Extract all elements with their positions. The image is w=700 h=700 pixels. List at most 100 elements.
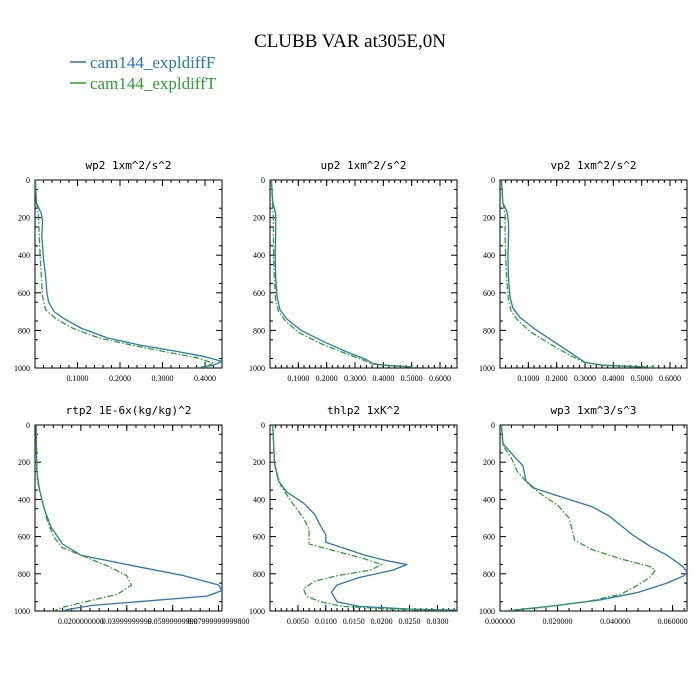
y-tick-label: 800 — [18, 326, 30, 335]
y-tick-label: 1000 — [249, 364, 265, 373]
y-tick-label: 200 — [253, 458, 265, 467]
x-tick-label: 0.0150 — [343, 617, 365, 626]
series-line-expldiffF — [35, 180, 222, 368]
y-tick-label: 200 — [483, 458, 495, 467]
y-tick-label: 800 — [18, 570, 30, 579]
y-tick-label: 1000 — [479, 607, 495, 616]
y-tick-label: 0 — [26, 421, 30, 430]
series-line-expldiffT — [272, 425, 449, 611]
x-tick-label: 0.1000 — [517, 374, 539, 383]
x-tick-label: 0.3000 — [344, 374, 366, 383]
y-tick-label: 800 — [483, 570, 495, 579]
y-tick-label: 600 — [483, 533, 495, 542]
y-tick-label: 0 — [261, 176, 265, 185]
figure-title: CLUBB VAR at305E,0N — [254, 31, 446, 52]
x-tick-label: 0.1000 — [287, 374, 309, 383]
x-tick-label: 0.05999999999 — [148, 617, 198, 626]
panel-title: wp2 1xm^2/s^2 — [85, 159, 171, 172]
series-line-expldiffT — [500, 425, 657, 611]
chart-panel-2: up2 1xm^2/s^2 0 200 400 600 800 1000 0.1000 0.20… — [249, 159, 458, 383]
x-tick-label: 0.6000 — [659, 374, 681, 383]
chart-panel-1: wp2 1xm^2/s^2 0 200 400 600 800 1000 0.1000 0.20… — [14, 159, 223, 383]
series-line-expldiffF — [35, 425, 222, 611]
series-line-expldiffF — [500, 425, 687, 611]
x-tick-label: 0.4000 — [372, 374, 394, 383]
x-tick-label: 0.03999999999 — [102, 617, 152, 626]
panel-title: up2 1xm^2/s^2 — [320, 159, 406, 172]
series-line-expldiffT — [500, 180, 656, 368]
y-tick-label: 600 — [483, 289, 495, 298]
x-tick-label: 0.0300 — [426, 617, 448, 626]
x-tick-label: 0.07999999999800 — [188, 617, 250, 626]
y-tick-label: 200 — [483, 214, 495, 223]
x-tick-label: 0.020000 — [543, 617, 573, 626]
x-tick-label: 0.5000 — [631, 374, 653, 383]
y-tick-label: 600 — [18, 533, 30, 542]
x-tick-label: 0.060000 — [658, 617, 688, 626]
y-tick-label: 0 — [491, 421, 495, 430]
series-line-expldiffT — [35, 425, 133, 611]
x-tick-label: 0.2000 — [546, 374, 568, 383]
plot-frame — [269, 179, 458, 369]
legend-label-b: cam144_expldiffT — [90, 74, 217, 93]
chart-panel-5: thlp2 1xK^2 0 200 400 600 800 1000 0.0050 0.0100… — [249, 404, 458, 626]
series-line-expldiffT — [35, 180, 215, 368]
plot-frame — [499, 179, 688, 369]
y-tick-label: 600 — [253, 289, 265, 298]
x-tick-label: 0.0200000000 — [58, 617, 104, 626]
x-tick-label: 0.4000 — [194, 374, 216, 383]
y-tick-label: 800 — [253, 570, 265, 579]
y-tick-label: 0 — [261, 421, 265, 430]
series-line-expldiffF — [272, 425, 457, 611]
plot-frame — [499, 424, 688, 612]
plot-frame — [34, 424, 223, 612]
y-tick-label: 400 — [18, 251, 30, 260]
panel-title: wp3 1xm^3/s^3 — [550, 404, 636, 417]
y-tick-label: 1000 — [479, 364, 495, 373]
plot-frame — [34, 179, 223, 369]
panel-title: rtp2 1E-6x(kg/kg)^2 — [66, 404, 192, 417]
y-tick-label: 1000 — [249, 607, 265, 616]
y-tick-label: 200 — [18, 458, 30, 467]
y-tick-label: 200 — [253, 214, 265, 223]
y-tick-label: 0 — [491, 176, 495, 185]
legend-label-a: cam144_expldiffF — [90, 53, 215, 72]
x-tick-label: 0.0200 — [371, 617, 393, 626]
y-tick-label: 200 — [18, 214, 30, 223]
y-tick-label: 800 — [483, 326, 495, 335]
x-tick-label: 0.040000 — [600, 617, 630, 626]
y-tick-label: 1000 — [14, 607, 30, 616]
x-tick-label: 0.3000 — [152, 374, 174, 383]
chart-panel-3: vp2 1xm^2/s^2 0 200 400 600 800 1000 0.1000 0.20… — [479, 159, 688, 383]
panel-title: vp2 1xm^2/s^2 — [550, 159, 636, 172]
x-tick-label: 0.0250 — [399, 617, 421, 626]
y-tick-label: 0 — [26, 176, 30, 185]
x-tick-label: 0.6000 — [429, 374, 451, 383]
x-tick-label: 0.2000 — [109, 374, 131, 383]
series-line-expldiffT — [270, 180, 418, 368]
series-line-expldiffF — [500, 180, 648, 368]
legend: cam144_expldiffF cam144_expldiffT — [70, 53, 217, 93]
y-tick-label: 400 — [253, 251, 265, 260]
y-tick-label: 600 — [253, 533, 265, 542]
x-tick-label: 0.5000 — [401, 374, 423, 383]
y-tick-label: 400 — [253, 495, 265, 504]
plot-frame — [269, 424, 458, 612]
x-tick-label: 0.0100 — [315, 617, 337, 626]
y-tick-label: 400 — [483, 251, 495, 260]
x-tick-label: 0.0050 — [287, 617, 309, 626]
x-tick-label: 0.3000 — [574, 374, 596, 383]
panel-title: thlp2 1xK^2 — [327, 404, 400, 417]
chart-panel-4: rtp2 1E-6x(kg/kg)^2 0 200 400 600 800 1000 0.02… — [14, 404, 250, 626]
x-tick-label: 0.4000 — [602, 374, 624, 383]
y-tick-label: 600 — [18, 289, 30, 298]
x-tick-label: 0.1000 — [67, 374, 89, 383]
y-tick-label: 400 — [18, 495, 30, 504]
y-tick-label: 400 — [483, 495, 495, 504]
x-tick-label: 0.2000 — [316, 374, 338, 383]
y-tick-label: 800 — [253, 326, 265, 335]
y-tick-label: 1000 — [14, 364, 30, 373]
series-line-expldiffF — [270, 180, 412, 368]
